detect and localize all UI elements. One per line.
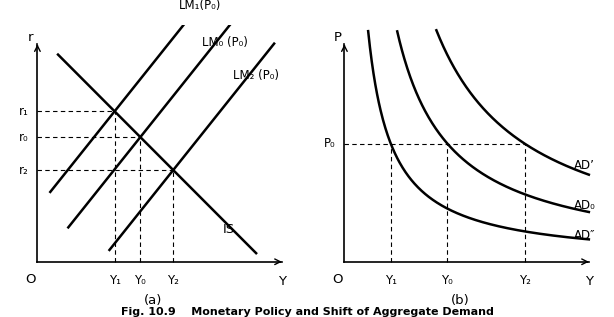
Text: O: O (26, 273, 36, 286)
Text: LM₂ (P₀): LM₂ (P₀) (233, 69, 279, 82)
Text: IS: IS (223, 223, 235, 236)
Text: LM₁(P₀): LM₁(P₀) (179, 0, 221, 12)
Text: r₁: r₁ (18, 105, 28, 118)
Text: Y: Y (278, 275, 286, 288)
Text: O: O (333, 273, 343, 286)
Text: LM₀ (P₀): LM₀ (P₀) (202, 36, 248, 49)
Text: AD₀: AD₀ (573, 199, 595, 212)
Text: r₀: r₀ (19, 131, 28, 144)
Text: Y₀: Y₀ (441, 274, 453, 287)
Text: (a): (a) (144, 294, 162, 307)
Text: (b): (b) (451, 294, 470, 307)
Text: Y₂: Y₂ (519, 274, 530, 287)
Text: Fig. 10.9    Monetary Policy and Shift of Aggregate Demand: Fig. 10.9 Monetary Policy and Shift of A… (120, 307, 494, 317)
Text: r₂: r₂ (18, 164, 28, 177)
Text: P: P (334, 31, 342, 44)
Text: r: r (28, 31, 34, 44)
Text: Y₁: Y₁ (109, 274, 120, 287)
Text: Y₀: Y₀ (134, 274, 146, 287)
Text: Y₁: Y₁ (385, 274, 397, 287)
Text: Y: Y (585, 275, 593, 288)
Text: Y₂: Y₂ (167, 274, 179, 287)
Text: AD’: AD’ (573, 159, 594, 172)
Text: P₀: P₀ (324, 137, 335, 150)
Text: AD″: AD″ (573, 229, 595, 242)
